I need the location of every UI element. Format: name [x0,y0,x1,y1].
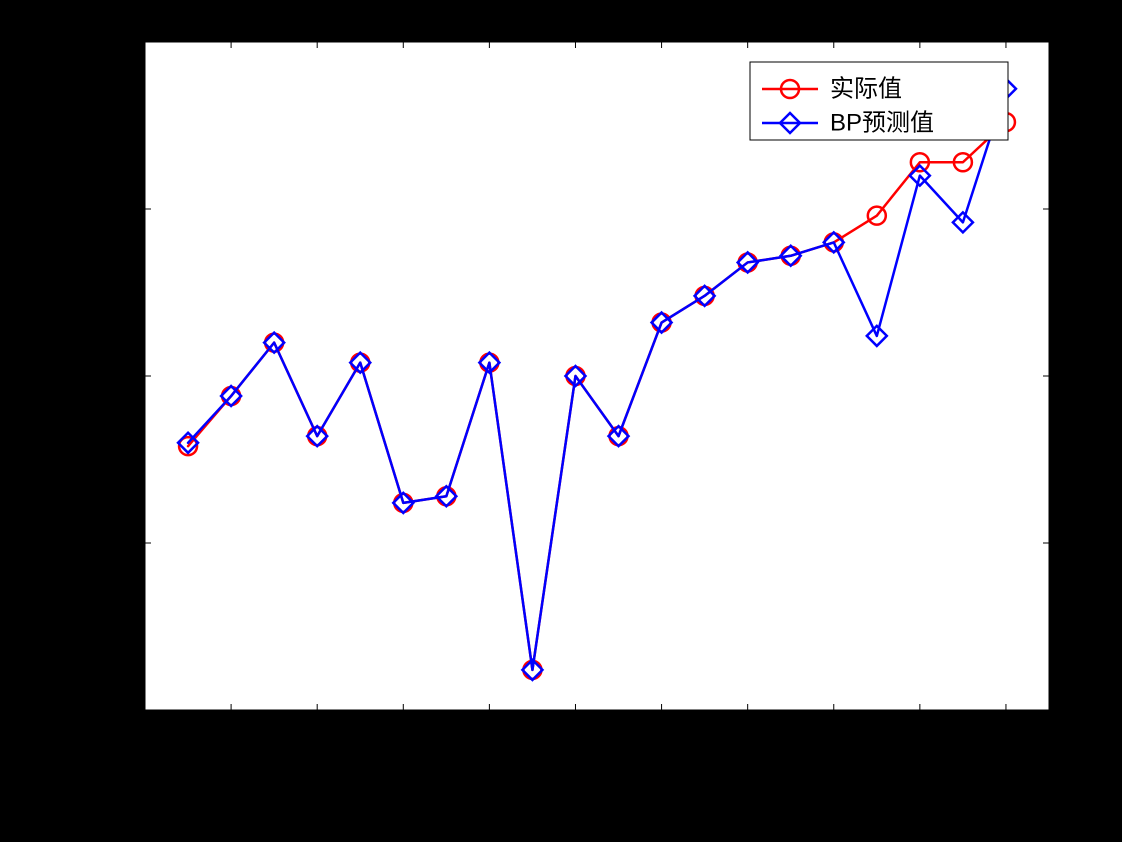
legend: 实际值 BP预测值 [750,62,1008,140]
legend-label-actual: 实际值 [830,76,902,103]
plot-area [145,42,1049,710]
line-chart: 实际值 BP预测值 [0,0,1122,842]
chart-container: 实际值 BP预测值 [0,0,1122,842]
legend-label-bp_predicted: BP预测值 [830,110,934,137]
